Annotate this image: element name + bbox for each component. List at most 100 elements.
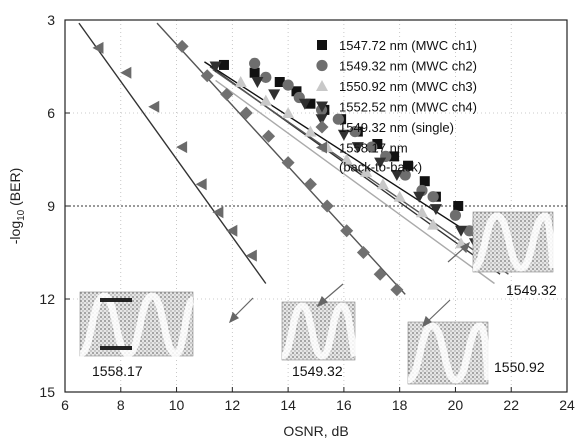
legend-label: 1549.32 nm (single) [339, 120, 454, 135]
data-point [453, 201, 464, 211]
fit-line [215, 79, 495, 285]
data-point [399, 169, 411, 181]
data-point [415, 206, 428, 218]
x-tick-label: 22 [503, 397, 519, 413]
data-point [315, 114, 328, 126]
data-point [390, 170, 403, 181]
data-point [268, 89, 281, 101]
y-axis-title-pre: -log [7, 221, 23, 244]
legend-label-line2: (back-to-back) [339, 160, 422, 175]
data-point [195, 178, 207, 191]
y-tick-label: 6 [47, 105, 55, 121]
y-axis-title: -log10 (BER) [7, 168, 27, 244]
legend-label: 1549.32 nm (MWC ch2) [339, 59, 477, 74]
eye-label-1558-17: 1558.17 [92, 363, 143, 379]
data-point [209, 61, 222, 73]
data-point [390, 283, 404, 297]
x-tick-label: 12 [225, 397, 241, 413]
data-point [366, 141, 378, 153]
data-point [245, 249, 257, 262]
x-tick-label: 10 [169, 397, 185, 413]
data-point [234, 76, 247, 87]
legend-label: 1558.17 nm [339, 141, 408, 156]
eye-label-1549-32-mwc: 1549.32 [506, 282, 557, 298]
data-point [239, 106, 253, 120]
data-point [376, 178, 389, 190]
data-point [148, 100, 160, 113]
data-markers [92, 39, 492, 297]
data-point [220, 87, 234, 101]
data-point [463, 225, 475, 237]
data-point [251, 77, 264, 88]
data-point [298, 98, 311, 110]
data-point [340, 153, 353, 165]
x-axis-title: OSNR, dB [283, 423, 348, 439]
data-point [419, 176, 430, 187]
eye-label-1550-92: 1550.92 [494, 359, 545, 375]
y-axis-ticks: 3 6 9 12 15 [39, 12, 70, 400]
eye-diagram-1558-17 [78, 291, 197, 358]
data-point [340, 224, 354, 238]
data-point [303, 177, 317, 191]
data-point [249, 57, 261, 69]
y-tick-label: 15 [39, 384, 55, 400]
x-tick-label: 14 [280, 397, 296, 413]
x-tick-label: 16 [336, 397, 352, 413]
data-point [212, 206, 224, 219]
x-tick-label: 8 [117, 397, 125, 413]
data-point [372, 139, 383, 149]
legend-marker [316, 59, 328, 72]
legend-marker [317, 40, 327, 50]
data-point [200, 69, 214, 83]
x-axis-ticks: 6 8 10 12 14 16 18 20 22 24 [61, 387, 575, 413]
eye-diagram-1550-92 [406, 321, 492, 385]
y-axis-title-sub: 10 [16, 209, 27, 221]
x-tick-label: 18 [392, 397, 408, 413]
y-axis-title-post: (BER) [7, 168, 23, 210]
legend-marker [316, 80, 328, 91]
data-point [259, 94, 272, 106]
fit-line [78, 22, 267, 284]
x-tick-label: 20 [448, 397, 464, 413]
data-point [262, 129, 276, 143]
legend-marker [316, 141, 327, 154]
y-tick-label: 3 [47, 12, 55, 28]
legend-label: 1550.92 nm (MWC ch3) [339, 79, 477, 94]
data-point [176, 141, 188, 154]
eye-diagram-1549-32-single [280, 301, 359, 361]
series-6 [92, 41, 257, 262]
data-point [413, 191, 426, 203]
x-tick-label: 6 [61, 397, 69, 413]
data-point [337, 129, 350, 141]
data-point [175, 39, 189, 53]
data-point [226, 224, 238, 237]
legend-marker [315, 120, 329, 134]
data-point [393, 190, 406, 202]
data-point [455, 225, 468, 237]
data-point [120, 66, 132, 79]
series-4 [209, 61, 481, 250]
series-5 [175, 39, 404, 297]
legend-marker [316, 101, 328, 113]
data-point [305, 98, 316, 109]
data-point [374, 157, 387, 169]
data-point [281, 156, 295, 170]
data-point [351, 142, 364, 154]
data-point [429, 204, 442, 216]
x-tick-label: 24 [559, 397, 575, 413]
data-point [403, 160, 414, 171]
data-point [373, 267, 387, 281]
data-point [260, 71, 272, 83]
data-point [356, 246, 370, 259]
y-tick-label: 12 [39, 291, 55, 307]
data-point [304, 125, 317, 137]
data-point [274, 77, 285, 87]
data-point [427, 191, 439, 203]
data-point [291, 86, 302, 97]
legend-label: 1547.72 nm (MWC ch1) [339, 38, 477, 53]
eye-label-1549-32-single: 1549.32 [292, 363, 343, 379]
data-point [92, 41, 104, 54]
data-point [427, 218, 440, 230]
